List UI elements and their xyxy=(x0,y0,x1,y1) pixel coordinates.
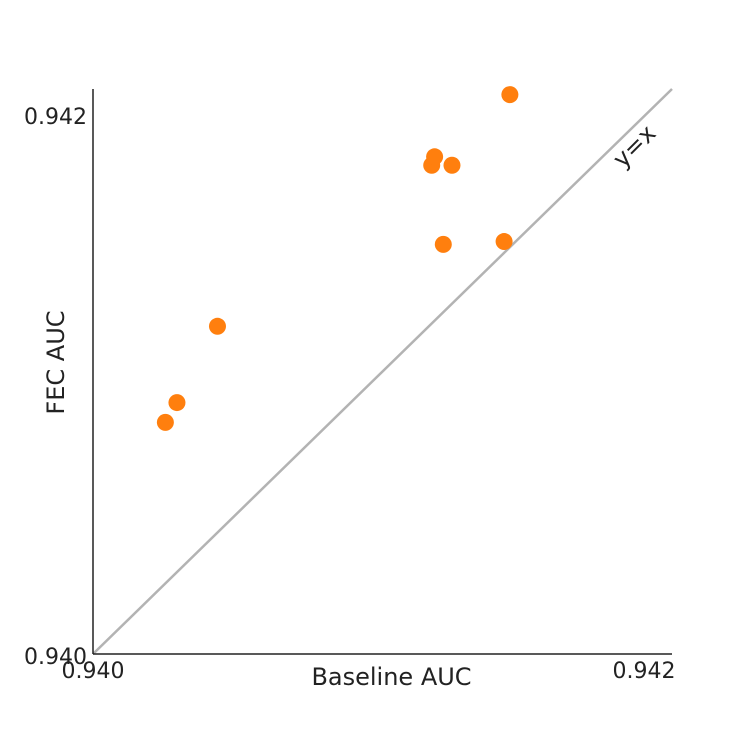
data-point xyxy=(426,148,444,166)
y-axis-title: FEC AUC xyxy=(42,310,70,414)
y-tick-label-min: 0.940 xyxy=(24,645,87,670)
x-axis-title: Baseline AUC xyxy=(311,663,471,691)
data-point xyxy=(443,156,461,174)
data-point xyxy=(168,394,186,412)
data-point xyxy=(495,233,513,251)
data-point xyxy=(208,317,226,335)
x-tick-label-min: 0.940 xyxy=(62,659,125,684)
data-point xyxy=(501,86,519,104)
x-tick-label-max: 0.942 xyxy=(613,659,676,684)
data-point xyxy=(434,235,452,253)
reference-line-y-equals-x xyxy=(92,88,673,655)
y-tick-label-max: 0.942 xyxy=(24,105,87,130)
reference-line-label: y=x xyxy=(607,119,661,173)
data-points-group xyxy=(156,86,519,431)
data-point xyxy=(156,413,174,431)
